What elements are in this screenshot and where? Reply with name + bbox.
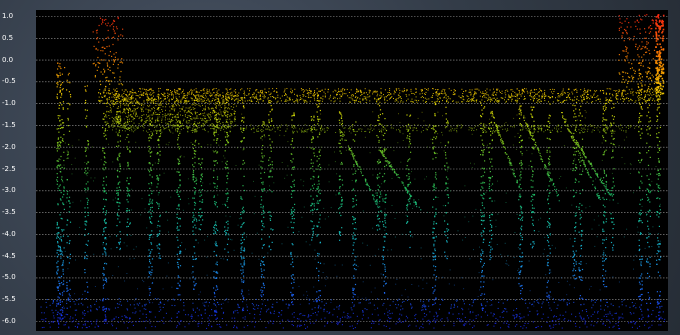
y-tick-label: -1.0 xyxy=(2,99,16,108)
y-tick-label: -1.5 xyxy=(2,120,16,129)
y-tick-label: -4.0 xyxy=(2,229,16,238)
y-tick-label: 0.0 xyxy=(2,55,14,64)
y-tick-label: -3.5 xyxy=(2,208,16,217)
y-tick-label: -2.0 xyxy=(2,142,16,151)
y-tick-label: -5.5 xyxy=(2,295,16,304)
y-tick-label: -4.5 xyxy=(2,251,16,260)
y-tick-label: -2.5 xyxy=(2,164,16,173)
plot-area[interactable] xyxy=(36,10,668,331)
y-tick-label: -5.0 xyxy=(2,273,16,282)
y-tick-label: -3.0 xyxy=(2,186,16,195)
y-tick-label: 1.0 xyxy=(2,12,14,20)
y-axis: 1.0 0.5 0.0 -0.5 -1.0 -1.5 -2.0 -2.5 -3.0 -3.5 -4.… xyxy=(0,0,36,335)
y-tick-label: -0.5 xyxy=(2,77,16,86)
point-cloud xyxy=(40,14,666,330)
y-tick-label: -6.0 xyxy=(2,317,16,325)
y-tick-label: 0.5 xyxy=(2,33,14,42)
